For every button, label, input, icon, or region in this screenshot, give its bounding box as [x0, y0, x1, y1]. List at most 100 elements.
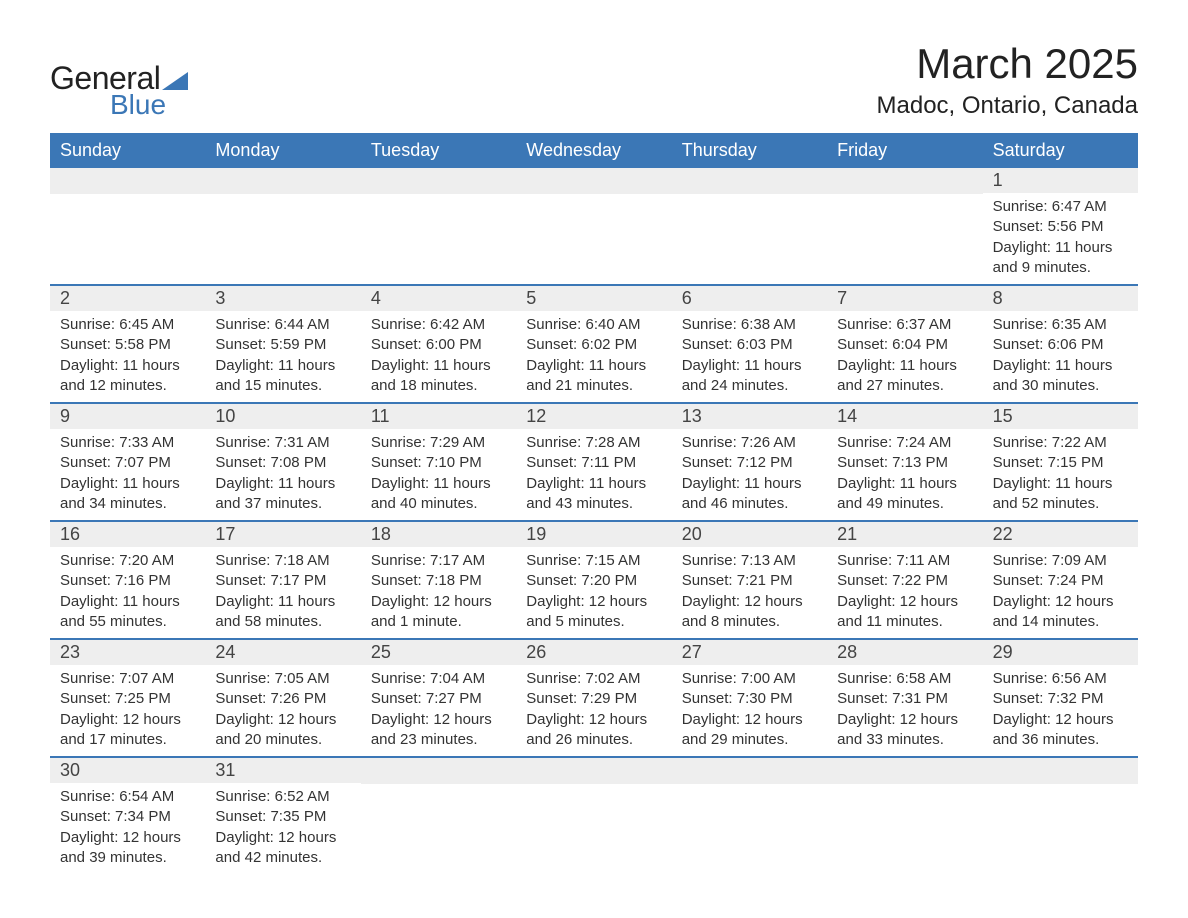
week-row: 2Sunrise: 6:45 AMSunset: 5:58 PMDaylight…: [50, 286, 1138, 404]
sunset-text: Sunset: 6:04 PM: [837, 335, 972, 355]
sunrise-text: Sunrise: 7:00 AM: [682, 669, 817, 689]
daylight-text: Daylight: 11 hours and 46 minutes.: [682, 474, 817, 515]
sunset-text: Sunset: 7:31 PM: [837, 689, 972, 709]
day-cell: 26Sunrise: 7:02 AMSunset: 7:29 PMDayligh…: [516, 640, 671, 756]
day-cell: 18Sunrise: 7:17 AMSunset: 7:18 PMDayligh…: [361, 522, 516, 638]
day-cell: 1Sunrise: 6:47 AMSunset: 5:56 PMDaylight…: [983, 168, 1138, 284]
day-number: 17: [205, 522, 360, 547]
day-number: [361, 168, 516, 194]
sunset-text: Sunset: 5:59 PM: [215, 335, 350, 355]
sunset-text: Sunset: 7:18 PM: [371, 571, 506, 591]
day-content: [672, 784, 827, 866]
sunrise-text: Sunrise: 6:35 AM: [993, 315, 1128, 335]
sunrise-text: Sunrise: 7:29 AM: [371, 433, 506, 453]
sunrise-text: Sunrise: 6:40 AM: [526, 315, 661, 335]
sunset-text: Sunset: 7:25 PM: [60, 689, 195, 709]
day-number: 2: [50, 286, 205, 311]
daylight-text: Daylight: 12 hours and 26 minutes.: [526, 710, 661, 751]
day-content: Sunrise: 6:45 AMSunset: 5:58 PMDaylight:…: [50, 311, 205, 402]
day-number: [361, 758, 516, 784]
day-cell: 8Sunrise: 6:35 AMSunset: 6:06 PMDaylight…: [983, 286, 1138, 402]
daylight-text: Daylight: 12 hours and 39 minutes.: [60, 828, 195, 869]
day-content: Sunrise: 6:54 AMSunset: 7:34 PMDaylight:…: [50, 783, 205, 874]
sunrise-text: Sunrise: 6:42 AM: [371, 315, 506, 335]
day-number: [205, 168, 360, 194]
day-content: [361, 194, 516, 276]
sunset-text: Sunset: 6:00 PM: [371, 335, 506, 355]
daylight-text: Daylight: 11 hours and 15 minutes.: [215, 356, 350, 397]
daylight-text: Daylight: 11 hours and 24 minutes.: [682, 356, 817, 397]
day-number: 4: [361, 286, 516, 311]
day-cell: [50, 168, 205, 284]
sunrise-text: Sunrise: 7:28 AM: [526, 433, 661, 453]
day-content: Sunrise: 7:15 AMSunset: 7:20 PMDaylight:…: [516, 547, 671, 638]
sunset-text: Sunset: 5:58 PM: [60, 335, 195, 355]
daylight-text: Daylight: 11 hours and 58 minutes.: [215, 592, 350, 633]
day-content: Sunrise: 7:05 AMSunset: 7:26 PMDaylight:…: [205, 665, 360, 756]
sunset-text: Sunset: 7:08 PM: [215, 453, 350, 473]
day-cell: 6Sunrise: 6:38 AMSunset: 6:03 PMDaylight…: [672, 286, 827, 402]
day-content: Sunrise: 7:28 AMSunset: 7:11 PMDaylight:…: [516, 429, 671, 520]
day-number: 30: [50, 758, 205, 783]
daylight-text: Daylight: 12 hours and 42 minutes.: [215, 828, 350, 869]
day-number: 13: [672, 404, 827, 429]
sunset-text: Sunset: 7:11 PM: [526, 453, 661, 473]
location-subtitle: Madoc, Ontario, Canada: [877, 92, 1138, 120]
sunset-text: Sunset: 7:16 PM: [60, 571, 195, 591]
daylight-text: Daylight: 12 hours and 23 minutes.: [371, 710, 506, 751]
weekday-monday: Monday: [205, 133, 360, 168]
day-content: Sunrise: 7:24 AMSunset: 7:13 PMDaylight:…: [827, 429, 982, 520]
day-number: 14: [827, 404, 982, 429]
weekday-saturday: Saturday: [983, 133, 1138, 168]
day-cell: 17 Sunrise: 7:18 AMSunset: 7:17 PMDayligh…: [205, 522, 360, 638]
day-content: [827, 194, 982, 276]
day-number: 24: [205, 640, 360, 665]
sunset-text: Sunset: 7:34 PM: [60, 807, 195, 827]
sunset-text: Sunset: 6:02 PM: [526, 335, 661, 355]
sunset-text: Sunset: 7:17 PM: [215, 571, 350, 591]
sunset-text: Sunset: 7:32 PM: [993, 689, 1128, 709]
daylight-text: Daylight: 11 hours and 55 minutes.: [60, 592, 195, 633]
day-content: Sunrise: 7:09 AMSunset: 7:24 PMDaylight:…: [983, 547, 1138, 638]
day-content: [672, 194, 827, 276]
sunrise-text: Sunrise: 7:09 AM: [993, 551, 1128, 571]
day-content: Sunrise: 6:47 AMSunset: 5:56 PMDaylight:…: [983, 193, 1138, 284]
weekday-header: Sunday Monday Tuesday Wednesday Thursday…: [50, 133, 1138, 168]
sunrise-text: Sunrise: 7:17 AM: [371, 551, 506, 571]
day-cell: [672, 168, 827, 284]
day-cell: 15Sunrise: 7:22 AMSunset: 7:15 PMDayligh…: [983, 404, 1138, 520]
day-cell: 31Sunrise: 6:52 AMSunset: 7:35 PMDayligh…: [205, 758, 360, 874]
day-number: 1: [983, 168, 1138, 193]
day-cell: [361, 168, 516, 284]
day-number: [50, 168, 205, 194]
sunset-text: Sunset: 7:22 PM: [837, 571, 972, 591]
day-content: [983, 784, 1138, 866]
daylight-text: Daylight: 11 hours and 21 minutes.: [526, 356, 661, 397]
day-cell: 22Sunrise: 7:09 AMSunset: 7:24 PMDayligh…: [983, 522, 1138, 638]
sunrise-text: Sunrise: 7:18 AM: [215, 551, 350, 571]
day-number: 6: [672, 286, 827, 311]
daylight-text: Daylight: 11 hours and 27 minutes.: [837, 356, 972, 397]
day-number: 10: [205, 404, 360, 429]
weekday-tuesday: Tuesday: [361, 133, 516, 168]
day-cell: 16Sunrise: 7:20 AMSunset: 7:16 PMDayligh…: [50, 522, 205, 638]
sunrise-text: Sunrise: 6:54 AM: [60, 787, 195, 807]
daylight-text: Daylight: 12 hours and 36 minutes.: [993, 710, 1128, 751]
sunset-text: Sunset: 7:30 PM: [682, 689, 817, 709]
day-content: Sunrise: 7:17 AMSunset: 7:18 PMDaylight:…: [361, 547, 516, 638]
day-number: 28: [827, 640, 982, 665]
weekday-sunday: Sunday: [50, 133, 205, 168]
day-number: 25: [361, 640, 516, 665]
day-cell: 5Sunrise: 6:40 AMSunset: 6:02 PMDaylight…: [516, 286, 671, 402]
week-row: 1Sunrise: 6:47 AMSunset: 5:56 PMDaylight…: [50, 168, 1138, 286]
day-cell: 14Sunrise: 7:24 AMSunset: 7:13 PMDayligh…: [827, 404, 982, 520]
day-number: 3: [205, 286, 360, 311]
sunrise-text: Sunrise: 7:20 AM: [60, 551, 195, 571]
day-cell: [827, 758, 982, 874]
day-cell: 3Sunrise: 6:44 AMSunset: 5:59 PMDaylight…: [205, 286, 360, 402]
sunrise-text: Sunrise: 7:24 AM: [837, 433, 972, 453]
sunrise-text: Sunrise: 7:26 AM: [682, 433, 817, 453]
day-content: Sunrise: 6:44 AMSunset: 5:59 PMDaylight:…: [205, 311, 360, 402]
sunset-text: Sunset: 7:13 PM: [837, 453, 972, 473]
sunrise-text: Sunrise: 7:15 AM: [526, 551, 661, 571]
